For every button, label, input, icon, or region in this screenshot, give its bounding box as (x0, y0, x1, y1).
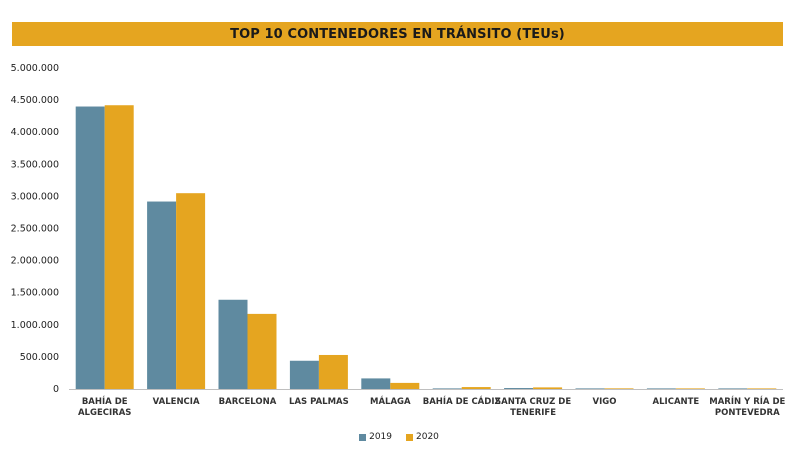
bar-2020 (747, 388, 777, 389)
x-tick-label-line: TENERIFE (510, 408, 556, 418)
bar-2019 (218, 299, 248, 389)
x-tick-label-line: MÁLAGA (370, 395, 411, 407)
chart-title-bar: TOP 10 CONTENEDORES EN TRÁNSITO (TEUs) (12, 22, 783, 46)
y-tick-label: 4.500.000 (11, 95, 59, 106)
x-tick-label-line: VIGO (593, 397, 617, 407)
bar-2020 (390, 382, 420, 389)
chart-title: TOP 10 CONTENEDORES EN TRÁNSITO (TEUs) (230, 26, 565, 42)
x-tick-label-line: BAHÍA DE (82, 395, 128, 407)
bar-2019 (575, 388, 605, 389)
bar-2019 (289, 360, 319, 389)
x-tick-label: MARÍN Y RÍA DE PONTEVEDRA (709, 395, 785, 418)
x-tick-label-line: LAS PALMAS (289, 397, 349, 407)
y-tick-label: 4.000.000 (11, 127, 59, 138)
y-tick-label: 1.500.000 (11, 288, 59, 299)
bar-2020 (318, 354, 348, 389)
x-tick-label-line: PONTEVEDRA (715, 408, 780, 418)
chart-legend: 2019 2020 (0, 432, 798, 442)
bar-2020 (176, 193, 206, 389)
bar-2019 (147, 201, 177, 389)
bar-2020 (675, 388, 705, 389)
legend-label-2020: 2020 (416, 432, 439, 442)
legend-swatch-2020 (406, 433, 413, 441)
y-tick-label: 0 (53, 384, 59, 395)
bar-2020 (104, 105, 134, 390)
x-tick-label-line: ALGECIRAS (78, 408, 131, 418)
y-tick-label: 2.000.000 (11, 256, 59, 267)
y-tick-label: 5.000.000 (11, 63, 59, 74)
x-tick-label: LAS PALMAS (289, 397, 349, 407)
x-tick-label: VIGO (593, 397, 617, 407)
bar-2020 (533, 387, 563, 389)
bar-2019 (432, 388, 462, 389)
legend-item-2019: 2019 (359, 432, 392, 442)
x-tick-label-line: BAHÍA DE CÁDIZ (423, 395, 501, 407)
x-tick-label: ALICANTE (653, 397, 700, 407)
x-tick-label: MÁLAGA (370, 395, 411, 407)
x-tick-label: VALENCIA (153, 397, 200, 407)
bar-2020 (461, 387, 491, 389)
legend-item-2020: 2020 (406, 432, 439, 442)
x-tick-label: BAHÍA DE CÁDIZ (423, 395, 501, 407)
legend-swatch-2019 (359, 433, 367, 441)
x-tick-label-line: MARÍN Y RÍA DE (709, 395, 785, 407)
legend-label-2019: 2019 (369, 432, 392, 442)
y-tick-label: 2.500.000 (11, 224, 59, 235)
x-tick-label-line: VALENCIA (153, 397, 200, 407)
x-tick-label: BARCELONA (219, 397, 277, 407)
x-tick-label: BAHÍA DE ALGECIRAS (78, 395, 131, 418)
x-tick-label-line: BARCELONA (219, 397, 277, 407)
x-tick-label: SANTA CRUZ DE TENERIFE (495, 397, 571, 418)
bar-2019 (504, 388, 534, 389)
y-tick-label: 500.000 (20, 352, 59, 363)
y-tick-label: 3.000.000 (11, 191, 59, 202)
bar-chart: 0 500.000 1.000.000 1.500.000 2.000.000 2.500… (11, 63, 786, 418)
bar-2019 (361, 378, 391, 389)
bar-2020 (604, 388, 634, 389)
bar-2019 (718, 388, 748, 389)
bar-2020 (247, 313, 277, 389)
x-tick-label-line: SANTA CRUZ DE (495, 397, 571, 407)
y-tick-label: 1.000.000 (11, 320, 59, 331)
bar-2019 (646, 388, 676, 389)
x-tick-label-line: ALICANTE (653, 397, 700, 407)
bar-2019 (75, 106, 105, 390)
y-tick-label: 3.500.000 (11, 159, 59, 170)
